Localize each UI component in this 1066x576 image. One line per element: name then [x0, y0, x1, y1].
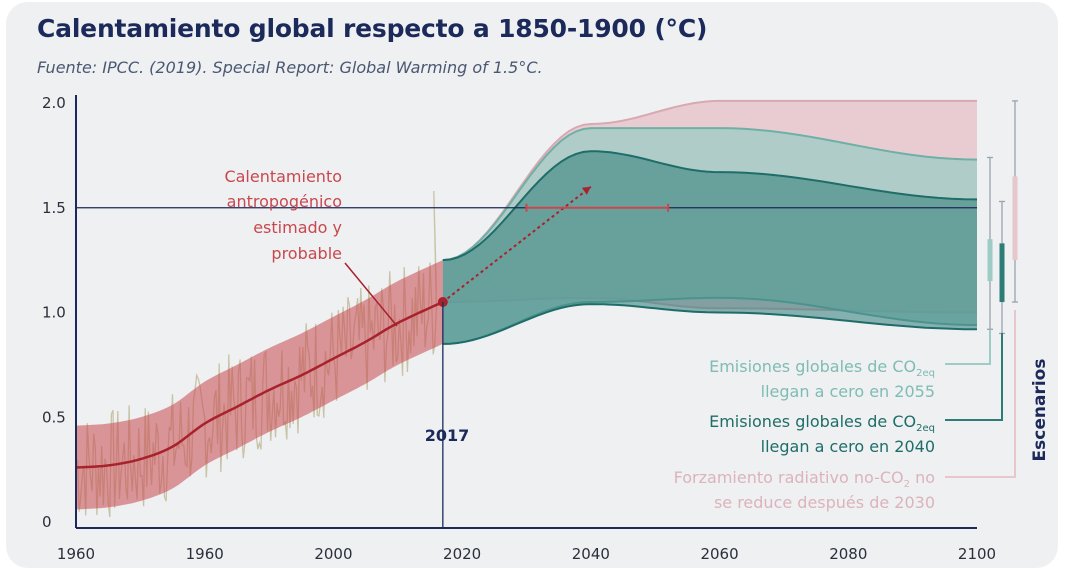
- anthro-label-line-1: Calentamiento: [224, 167, 342, 186]
- range-bar-2040-box: [999, 243, 1005, 303]
- y-tick-label: 2.0: [42, 94, 66, 112]
- x-tick-label: 2060: [700, 545, 738, 563]
- x-tick-label: 2040: [572, 545, 610, 563]
- x-tick-label: 2100: [958, 545, 996, 563]
- x-tick-label: 1960: [186, 545, 224, 563]
- year-2017-label: 2017: [425, 426, 470, 445]
- legend-2055-line-1: Emisiones globales de CO2eq: [709, 357, 935, 379]
- chart-subtitle: Fuente: IPCC. (2019). Special Report: Gl…: [37, 58, 543, 77]
- anthropogenic-annotation: Calentamiento antropogénico estimado y p…: [224, 167, 342, 263]
- anthro-label-line-4: probable: [271, 244, 342, 263]
- y-tick-label: 0.5: [42, 408, 66, 426]
- legend-2055-line-2: llegan a cero en 2055: [761, 382, 935, 401]
- y-tick-label: 0: [42, 513, 52, 531]
- connector-noco2: [945, 310, 1016, 478]
- y-tick-label: 1.0: [42, 304, 66, 322]
- legend-noco2-line-2: se reduce después de 2030: [714, 493, 935, 512]
- area-2040-scenario-upper: [442, 150, 978, 262]
- area-2055-scenario-upper: [442, 127, 978, 262]
- anthro-label-line-3: estimado y: [253, 218, 342, 237]
- x-tick-label: 2080: [829, 545, 867, 563]
- y-tick-label: 1.5: [42, 199, 66, 217]
- connector-2055: [945, 330, 991, 365]
- x-tick-label: 1960: [57, 545, 95, 563]
- range-bar-2055-box: [987, 239, 993, 282]
- legend-2040-line-2: llegan a cero en 2040: [761, 437, 935, 456]
- projection-arrowhead: [581, 186, 591, 195]
- area-noco2-scenario-upper: [442, 99, 977, 262]
- range-bar-noco2-box: [1012, 176, 1018, 261]
- x-tick-label: 2000: [314, 545, 352, 563]
- anthro-leader-line: [344, 262, 398, 327]
- scenario-legend: Emisiones globales de CO2eq llegan a cer…: [674, 357, 935, 512]
- chart-title: Calentamiento global respecto a 1850-190…: [37, 14, 708, 43]
- connector-2040: [945, 333, 1003, 421]
- area-2040-scenario-lower: [442, 303, 978, 345]
- projection-dotted-line: [442, 186, 592, 303]
- x-tick-label: 2020: [443, 545, 481, 563]
- legend-2040-line-1: Emisiones globales de CO2eq: [709, 412, 935, 434]
- anthropogenic-line: [75, 300, 444, 469]
- legend-noco2-line-1: Forzamiento radiativo no-CO2 no: [674, 468, 935, 490]
- anthropogenic-band: [76, 260, 443, 510]
- scenarios-label: Escenarios: [1030, 359, 1050, 462]
- anthro-label-line-2: antropogénico: [227, 192, 342, 211]
- area-2040-scenario: [442, 151, 977, 344]
